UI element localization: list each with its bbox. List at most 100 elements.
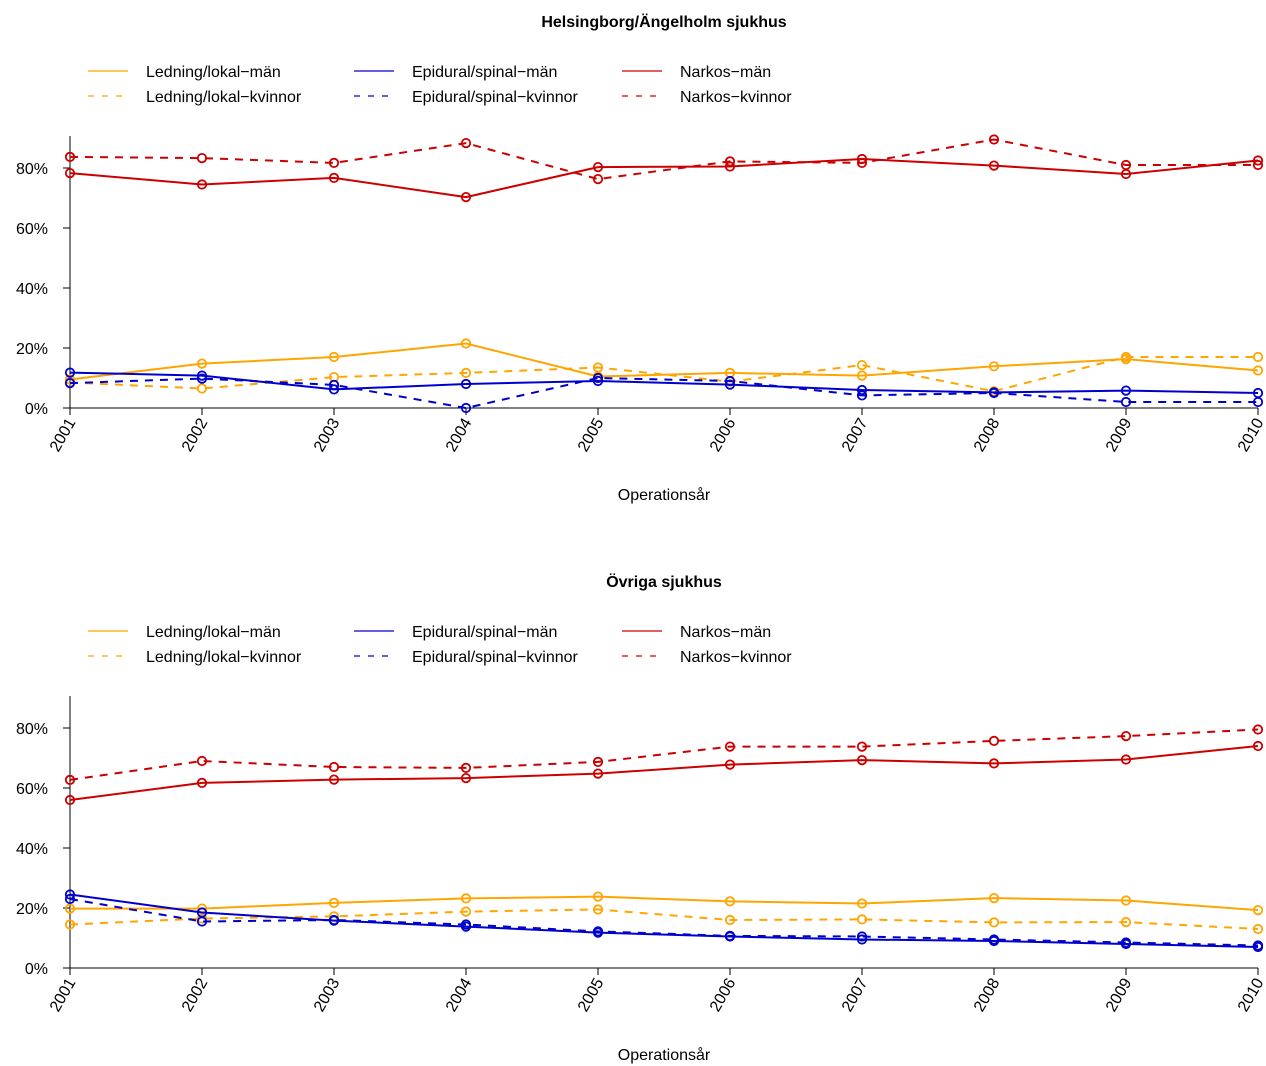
x-tick-label: 2010 <box>1235 415 1266 454</box>
y-tick-label: 40% <box>16 841 48 858</box>
y-tick-label: 80% <box>16 161 48 178</box>
x-tick-label: 2002 <box>179 975 212 1014</box>
legend-label: Ledning/lokal−kvinnor <box>146 649 302 666</box>
data-point <box>988 892 1000 904</box>
x-tick-label: 2007 <box>839 975 872 1014</box>
data-point <box>592 375 604 387</box>
legend-label: Ledning/lokal−män <box>146 64 281 81</box>
data-point <box>592 904 604 915</box>
data-point <box>64 919 76 930</box>
x-tick-label: 2003 <box>311 415 344 454</box>
x-tick-label: 2005 <box>575 975 608 1014</box>
x-tick-label: 2002 <box>179 415 212 454</box>
data-point <box>1120 351 1132 363</box>
data-point <box>1120 730 1132 742</box>
legend-label: Epidural/spinal−män <box>412 64 557 81</box>
data-point <box>988 387 1000 399</box>
data-point <box>64 377 76 389</box>
data-point <box>856 914 868 925</box>
data-point <box>592 174 604 185</box>
data-point <box>1252 740 1264 752</box>
data-point <box>196 179 208 190</box>
data-point <box>592 756 604 768</box>
data-point <box>592 891 604 902</box>
legend-label: Epidural/spinal−män <box>412 624 557 641</box>
x-tick-label: 2009 <box>1103 975 1136 1014</box>
data-point <box>1120 396 1132 408</box>
data-point <box>328 774 340 785</box>
y-tick-label: 0% <box>25 401 48 418</box>
data-point <box>724 914 736 926</box>
data-point <box>592 372 604 384</box>
data-point <box>1120 895 1132 906</box>
legend-label: Narkos−män <box>680 64 771 81</box>
data-point <box>724 759 736 770</box>
data-point <box>64 889 76 900</box>
data-point <box>1252 396 1264 408</box>
data-point <box>856 934 868 945</box>
chart-title: Helsingborg/Ängelholm sjukhus <box>541 13 786 31</box>
data-point <box>196 916 208 927</box>
data-point <box>592 768 604 779</box>
data-point <box>856 359 868 371</box>
series-line <box>70 895 1259 912</box>
data-point <box>724 375 736 387</box>
data-point <box>328 157 340 168</box>
data-point <box>1120 754 1132 765</box>
legend-label: Epidural/spinal−kvinnor <box>412 649 579 666</box>
x-tick-label: 2004 <box>443 415 476 454</box>
y-tick-label: 80% <box>16 721 48 738</box>
data-point <box>64 151 76 162</box>
series-line <box>69 745 1259 801</box>
series-line <box>69 893 1259 948</box>
series-line <box>69 342 1259 381</box>
y-tick-label: 20% <box>16 341 48 358</box>
data-point <box>724 741 736 752</box>
data-point <box>196 383 208 394</box>
data-point <box>64 168 76 179</box>
x-tick-label: 2009 <box>1103 415 1136 454</box>
y-tick-label: 60% <box>16 781 48 798</box>
series-line <box>69 138 1258 181</box>
data-point <box>64 893 76 905</box>
data-point <box>856 754 868 766</box>
x-tick-label: 2001 <box>47 975 80 1014</box>
data-point <box>64 794 76 806</box>
data-point <box>1120 937 1132 948</box>
legend-label: Ledning/lokal−män <box>146 624 281 641</box>
chart-panel-2: Övriga sjukhus Ledning/lokal−män Ledning/l… <box>16 572 1266 1064</box>
data-point <box>592 162 604 173</box>
data-point <box>460 402 472 414</box>
data-point <box>64 903 76 914</box>
data-point <box>64 374 76 385</box>
data-point <box>724 156 736 167</box>
x-tick-label: 2004 <box>443 975 476 1014</box>
data-point <box>460 906 472 917</box>
data-point <box>328 172 340 183</box>
data-point <box>196 370 208 381</box>
data-point <box>196 153 208 164</box>
series-line <box>69 158 1259 199</box>
data-point <box>196 358 208 369</box>
data-point <box>988 735 1000 747</box>
data-point <box>328 914 340 926</box>
x-tick-label: 2006 <box>707 415 740 454</box>
series-line <box>69 377 1258 409</box>
data-point <box>328 384 340 395</box>
data-point <box>592 926 604 937</box>
data-point <box>460 893 472 904</box>
data-point <box>724 896 736 907</box>
x-tick-label: 2010 <box>1235 975 1266 1014</box>
data-point <box>988 758 1000 769</box>
data-point <box>196 913 208 924</box>
data-point <box>460 762 472 774</box>
series-line <box>69 908 1259 930</box>
legend-label: Narkos−kvinnor <box>680 89 792 106</box>
data-point <box>856 157 868 168</box>
data-point <box>988 361 1000 372</box>
data-point <box>988 934 1000 945</box>
x-tick-label: 2008 <box>971 415 1004 454</box>
data-point <box>460 378 472 390</box>
